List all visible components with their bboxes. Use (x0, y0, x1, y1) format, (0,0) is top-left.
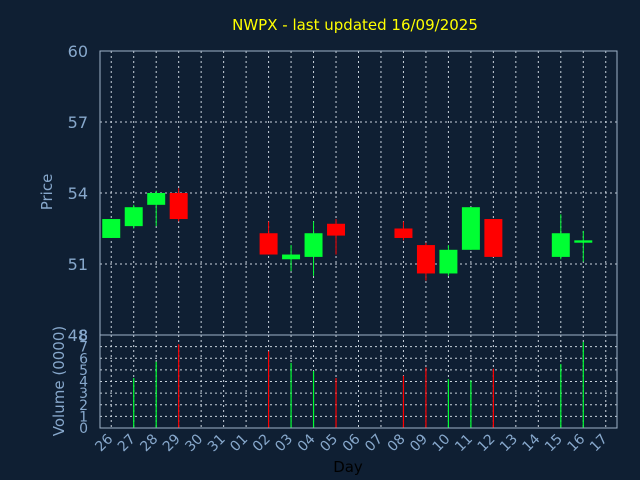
candle-body (551, 233, 570, 257)
candle-body (461, 207, 480, 250)
x-tick-label: 17 (587, 431, 611, 455)
candle-body (304, 233, 323, 257)
volume-tick-label: 4 (79, 375, 88, 391)
x-tick-label: 08 (385, 431, 409, 455)
x-tick-label: 10 (430, 431, 454, 455)
x-tick-label: 28 (137, 431, 161, 455)
x-tick-label: 31 (205, 431, 229, 455)
volume-tick-label: 5 (79, 363, 88, 379)
candle-body (169, 193, 188, 220)
volume-frame (99, 334, 618, 429)
chart-title: NWPX - last updated 16/09/2025 (232, 16, 478, 34)
x-tick-label: 16 (564, 431, 588, 455)
candle-body (327, 223, 346, 236)
price-tick-label: 57 (68, 113, 88, 132)
x-tick-label: 09 (407, 431, 431, 455)
candle-body (484, 219, 503, 257)
price-tick-label: 48 (68, 326, 88, 345)
candle-body (439, 249, 458, 274)
x-tick-label: 01 (227, 431, 251, 455)
x-tick-label: 27 (115, 431, 139, 455)
x-tick-label: 29 (160, 431, 184, 455)
volume-tick-label: 8 (79, 328, 88, 344)
price-axis-label: Price (38, 174, 56, 211)
price-tick-label: 51 (68, 255, 88, 274)
volume-axis-label: Volume (0000) (50, 326, 68, 436)
candle-body (574, 240, 593, 243)
volume-tick-label: 6 (79, 351, 88, 367)
candle-body (282, 254, 301, 260)
x-tick-label: 11 (452, 431, 476, 455)
x-tick-label: 14 (520, 431, 544, 455)
price-tick-label: 60 (68, 42, 88, 61)
x-tick-label: 02 (250, 431, 274, 455)
x-tick-label: 03 (272, 431, 296, 455)
volume-tick-label: 7 (79, 340, 88, 356)
candle-body (259, 233, 278, 255)
candle-body (147, 193, 166, 205)
x-tick-label: 13 (497, 431, 521, 455)
x-tick-label: 06 (340, 431, 364, 455)
x-tick-label: 30 (182, 431, 206, 455)
candle-body (394, 228, 413, 238)
x-tick-label: 12 (475, 431, 499, 455)
candle-body (416, 245, 435, 274)
x-tick-label: 15 (542, 431, 566, 455)
x-axis-label: Day (333, 458, 363, 476)
volume-tick-label: 2 (79, 398, 88, 414)
x-axis: 2627282930310102030405060708091011121314… (92, 431, 610, 455)
price-panel: 48 51 54 57 60 (68, 42, 618, 345)
candle-body (102, 219, 121, 238)
price-tick-label: 54 (68, 184, 88, 203)
volume-tick-label: 3 (79, 386, 88, 402)
x-tick-label: 26 (92, 431, 116, 455)
volume-tick-label: 0 (79, 421, 88, 437)
x-tick-label: 07 (362, 431, 386, 455)
x-tick-label: 04 (295, 431, 319, 455)
candle-body (124, 207, 143, 227)
x-tick-label: 05 (317, 431, 341, 455)
volume-tick-label: 1 (79, 409, 88, 425)
